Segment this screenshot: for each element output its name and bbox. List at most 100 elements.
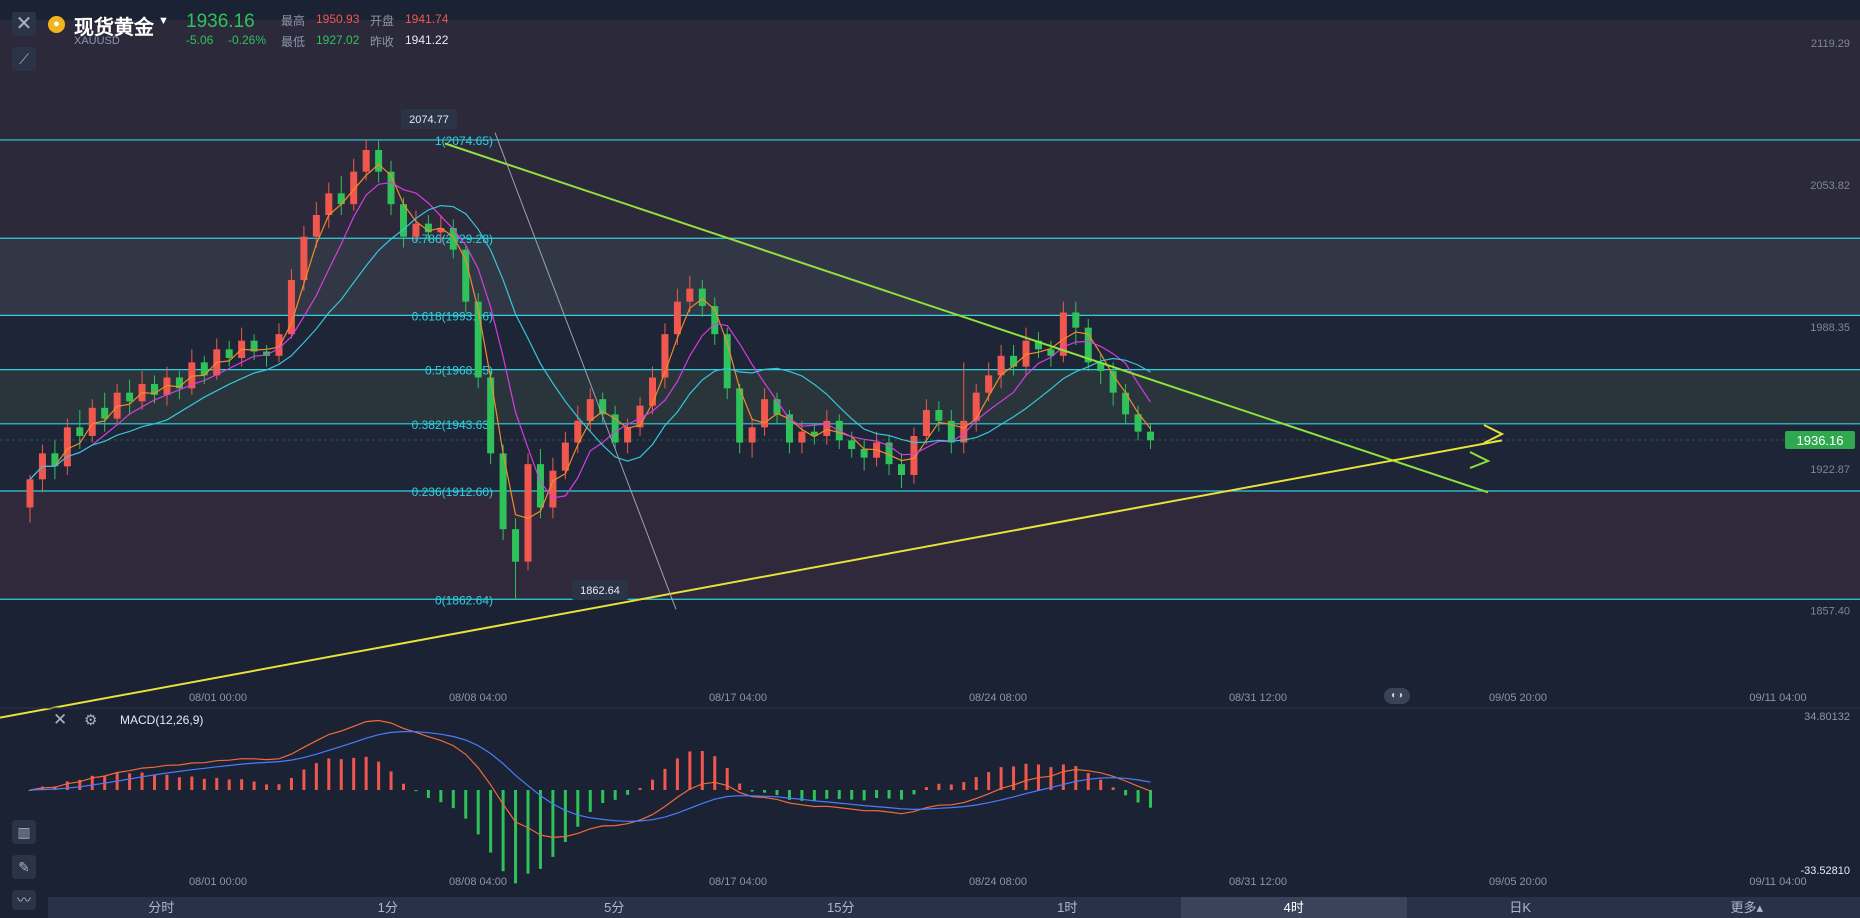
gear-icon[interactable]: ⚙ [84, 712, 98, 729]
close-icon[interactable]: ✕ [12, 12, 36, 36]
tab-1hour[interactable]: 1时 [1057, 900, 1078, 915]
macd-histogram-bar [165, 774, 169, 790]
macd-histogram-bar [402, 783, 405, 790]
macd-histogram-bar [90, 775, 94, 790]
quote-value-low: 1927.02 [316, 33, 360, 47]
macd-histogram-bar [974, 777, 978, 790]
macd-histogram-bar [1074, 766, 1078, 790]
price-axis-label: 1857.40 [1810, 606, 1850, 618]
candle-body [611, 414, 619, 443]
fib-zone-band [0, 369, 1860, 424]
macd-time-axis-label: 08/01 00:00 [189, 876, 247, 888]
candle-body [885, 442, 893, 465]
candle-body [387, 171, 395, 205]
line-chart-icon[interactable]: 〰 [12, 890, 36, 910]
tab-more[interactable]: 更多▴ [1730, 900, 1764, 915]
tab-daily[interactable]: 日K [1509, 900, 1532, 915]
symbol-code: XAUUSD [74, 35, 120, 47]
time-axis-label: 08/01 00:00 [189, 692, 247, 704]
quote-value-prev-close: 1941.22 [405, 33, 449, 47]
price-axis-label: 1988.35 [1810, 322, 1850, 334]
macd-histogram-bar [738, 783, 742, 790]
candle-body [1097, 362, 1105, 371]
candle-body [263, 351, 271, 356]
tab-timeshare[interactable]: 分时 [148, 900, 175, 915]
quote-label-prev-close: 昨收 [370, 35, 395, 49]
candle-body [300, 236, 308, 280]
quote-label-high: 最高 [281, 14, 306, 28]
macd-histogram-bar [638, 788, 642, 790]
candle-body [188, 362, 196, 389]
macd-close-icon[interactable]: ✕ [53, 710, 68, 729]
macd-histogram-bar [1012, 766, 1016, 790]
macd-histogram-bar [651, 779, 654, 790]
candle-body [673, 301, 681, 335]
macd-histogram-bar [750, 790, 754, 792]
candle-body [972, 392, 980, 421]
macd-histogram-bar [987, 772, 991, 790]
candle-body [1109, 371, 1117, 393]
macd-histogram-bar [476, 790, 480, 835]
macd-histogram-bar [601, 790, 605, 804]
macd-histogram-bar [563, 790, 567, 842]
candle-body [51, 453, 59, 467]
symbol-name[interactable]: 现货黄金 [74, 17, 154, 39]
candle-body [325, 193, 333, 215]
candle-body [549, 470, 557, 508]
price-axis-label: 2119.29 [1811, 38, 1850, 50]
macd-histogram-bar [688, 751, 692, 790]
gold-coin-icon: ● [48, 16, 65, 33]
price-axis-label: 1922.87 [1810, 464, 1850, 476]
layout-toggle-icon[interactable]: ◐◑ [1384, 688, 1410, 704]
macd-histogram-bar [190, 776, 194, 790]
macd-histogram-bar [999, 767, 1003, 790]
macd-histogram-bar [53, 786, 57, 790]
fib-level-label: 0.382(1943.63) [412, 418, 493, 432]
tab-15min[interactable]: 15分 [827, 900, 855, 915]
trendline-upper-arrow [1469, 451, 1491, 469]
price-change-pct: -0.26% [228, 33, 267, 47]
macd-histogram-bar [1099, 779, 1103, 790]
candle-body [935, 410, 943, 421]
pencil-icon[interactable]: ✎ [12, 855, 36, 879]
macd-histogram-bar [812, 790, 816, 802]
tab-5min[interactable]: 5分 [604, 900, 625, 915]
candle-body [449, 228, 457, 250]
macd-histogram-bar [1124, 790, 1128, 796]
time-axis-label: 08/17 04:00 [709, 692, 767, 704]
candlestick-icon[interactable]: ▥ [12, 820, 36, 844]
macd-histogram-bar [576, 790, 580, 827]
chevron-down-icon[interactable]: ▼ [158, 15, 169, 27]
macd-histogram-bar [613, 790, 617, 800]
candle-body [225, 349, 233, 358]
macd-time-axis-label: 08/17 04:00 [709, 876, 767, 888]
macd-histogram-bar [962, 782, 966, 790]
candle-body [287, 280, 295, 335]
trendline-lower [0, 439, 1503, 719]
macd-histogram-bar [850, 790, 854, 800]
candle-body [424, 223, 432, 233]
candle-body [1134, 414, 1142, 432]
candle-body [1072, 312, 1080, 328]
macd-histogram-bar [588, 790, 592, 812]
macd-histogram-bar [551, 790, 555, 857]
fib-anchor-line [494, 132, 677, 610]
candle-body [1022, 340, 1030, 367]
macd-histogram-bar [377, 761, 381, 790]
time-axis-label: 08/24 08:00 [969, 692, 1027, 704]
macd-histogram-bar [626, 790, 630, 795]
tab-1min[interactable]: 1分 [377, 900, 398, 915]
current-price-tag [1785, 430, 1855, 449]
macd-time-axis-label: 09/05 20:00 [1489, 876, 1547, 888]
draw-tool-icon[interactable]: ⟋ [12, 47, 36, 71]
fib-level-label: 0.5(1968.65) [425, 364, 493, 378]
candle-body [661, 334, 669, 378]
macd-histogram-bar [426, 790, 430, 798]
tab-4hour[interactable]: 4时 [1180, 897, 1407, 918]
price-change: -5.06 [186, 33, 214, 47]
candle-body [960, 420, 968, 443]
macd-histogram-bar [1061, 764, 1065, 790]
quote-label-low: 最低 [281, 35, 306, 49]
candle-body [1047, 349, 1055, 356]
